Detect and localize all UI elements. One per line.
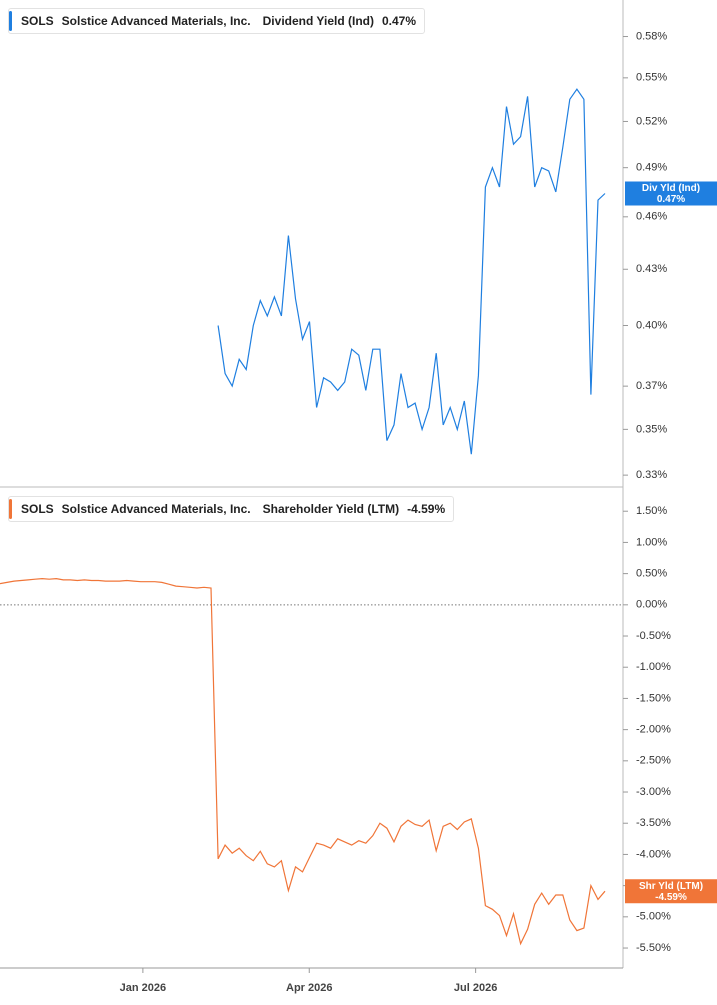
x-tick-label: Jul 2026 bbox=[454, 982, 497, 994]
tag-box bbox=[625, 879, 717, 904]
series-last: -4.59% bbox=[407, 502, 446, 516]
y-tick-label: 0.55% bbox=[636, 72, 667, 84]
y-tick-label: 0.35% bbox=[636, 423, 667, 435]
y-tick-label: 0.46% bbox=[636, 211, 667, 223]
y-tick-label: -2.50% bbox=[636, 755, 671, 767]
legend-swatch bbox=[9, 11, 12, 31]
y-tick-label: -2.00% bbox=[636, 724, 671, 736]
ticker: SOLS bbox=[21, 502, 54, 516]
last-value-tag: Div Yld (Ind)0.47% bbox=[625, 181, 717, 206]
tag-name: Div Yld (Ind) bbox=[642, 183, 700, 194]
x-tick-label: Jan 2026 bbox=[120, 982, 166, 994]
series-name: Dividend Yield (Ind) bbox=[262, 14, 374, 28]
y-tick-label: 0.37% bbox=[636, 380, 667, 392]
y-tick-label: 0.58% bbox=[636, 30, 667, 42]
legend-header: SOLS Solstice Advanced Materials, Inc. D… bbox=[8, 8, 426, 34]
y-tick-label: 1.50% bbox=[636, 505, 667, 517]
tag-box bbox=[625, 181, 717, 206]
series-last: 0.47% bbox=[381, 14, 417, 28]
x-tick-label: Apr 2026 bbox=[286, 982, 332, 994]
tag-value: -4.59% bbox=[655, 892, 687, 903]
y-tick-label: -3.50% bbox=[636, 817, 671, 829]
y-tick-label: 0.49% bbox=[636, 162, 667, 174]
y-tick-label: 0.40% bbox=[636, 319, 667, 331]
last-value-tag: Shr Yld (LTM)-4.59% bbox=[625, 879, 717, 904]
series-line bbox=[0, 577, 606, 946]
y-tick-label: 0.33% bbox=[636, 469, 667, 481]
y-tick-label: -5.00% bbox=[636, 911, 671, 923]
legend-swatch bbox=[9, 499, 12, 519]
company: Solstice Advanced Materials, Inc. bbox=[61, 14, 251, 28]
y-tick-label: -5.50% bbox=[636, 942, 671, 954]
tag-value: 0.47% bbox=[657, 194, 685, 205]
y-tick-label: -4.00% bbox=[636, 848, 671, 860]
y-tick-label: 0.43% bbox=[636, 263, 667, 275]
y-tick-label: 0.52% bbox=[636, 115, 667, 127]
ticker: SOLS bbox=[21, 14, 54, 28]
legend-header: SOLS Solstice Advanced Materials, Inc. S… bbox=[8, 496, 455, 522]
company: Solstice Advanced Materials, Inc. bbox=[61, 502, 251, 516]
y-tick-label: 0.50% bbox=[636, 568, 667, 580]
y-tick-label: 0.00% bbox=[636, 599, 667, 611]
y-tick-label: -0.50% bbox=[636, 630, 671, 642]
series-line bbox=[217, 88, 606, 455]
y-tick-label: -3.00% bbox=[636, 786, 671, 798]
tag-name: Shr Yld (LTM) bbox=[639, 881, 703, 892]
y-tick-label: 1.00% bbox=[636, 536, 667, 548]
y-tick-label: -1.00% bbox=[636, 661, 671, 673]
series-name: Shareholder Yield (LTM) bbox=[262, 502, 400, 516]
y-tick-label: -1.50% bbox=[636, 692, 671, 704]
